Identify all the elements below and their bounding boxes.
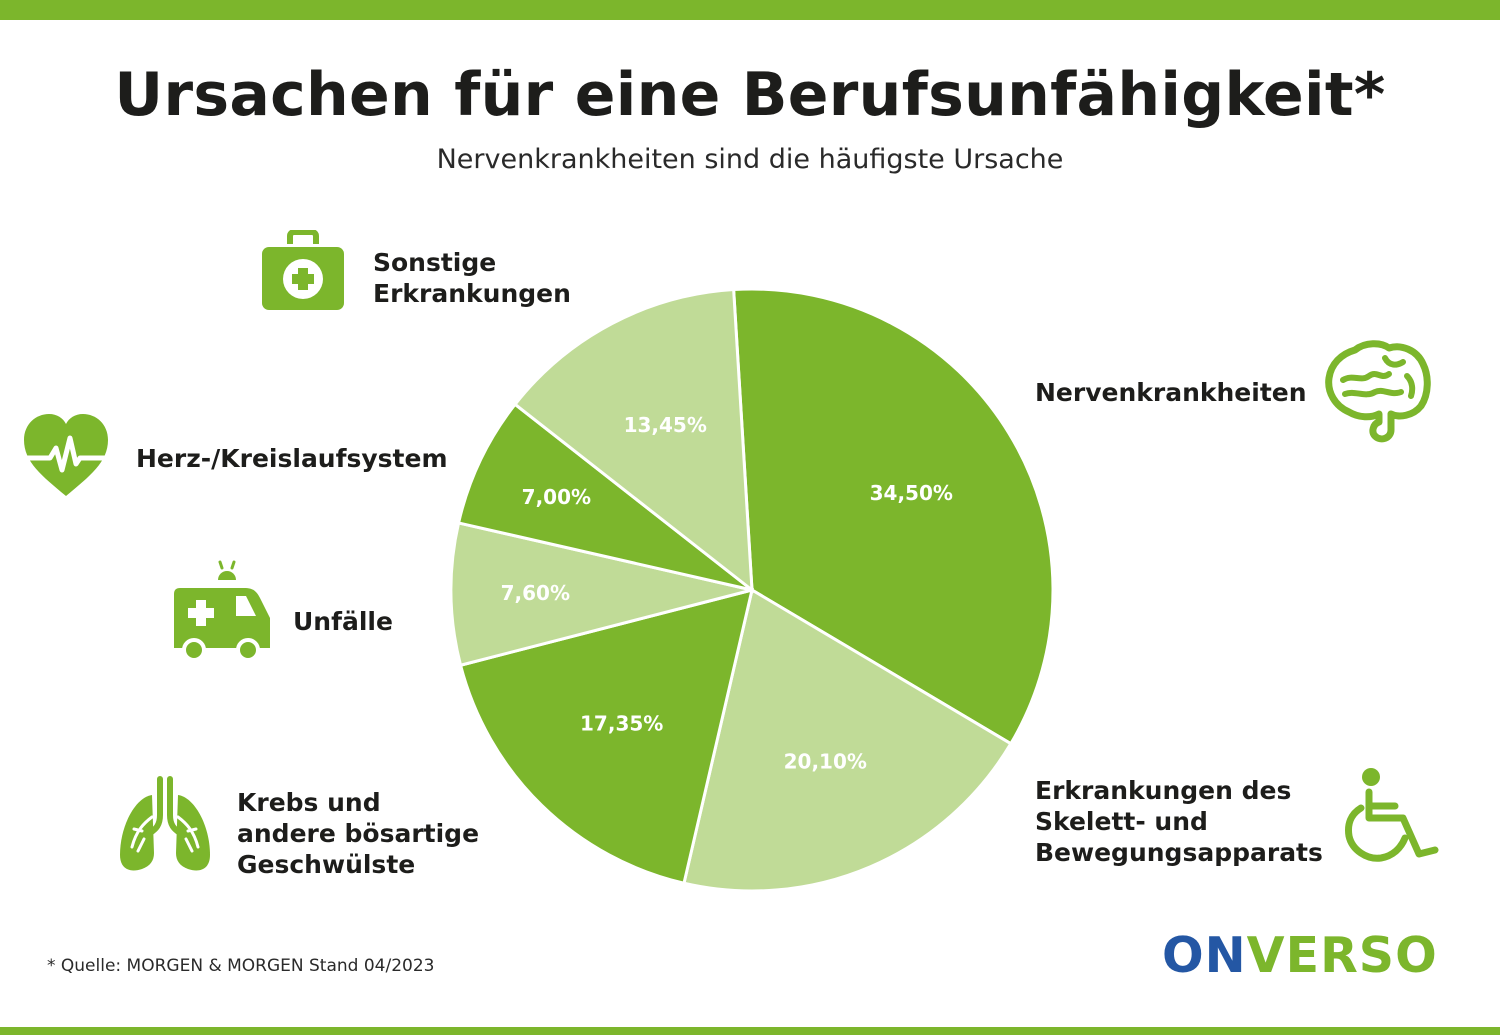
pie-slice-skelett (682, 587, 1013, 893)
ambulance-icon (174, 560, 270, 662)
label-krebs: Krebs und andere bösartige Geschwülste (237, 787, 479, 880)
bottom-accent-bar (0, 1027, 1500, 1035)
label-nerven-line-1: Nervenkrankheiten (1035, 378, 1307, 407)
pie-label-herz: 7,00% (522, 485, 591, 509)
lungs-icon (120, 776, 210, 871)
logo-part-verso: VERSO (1246, 927, 1438, 984)
label-skelett: Erkrankungen des Skelett- und Bewegungsa… (1035, 775, 1323, 868)
logo-part-on: ON (1162, 927, 1247, 984)
first-aid-kit-icon (262, 230, 344, 310)
chart-subtitle: Nervenkrankheiten sind die häufigste Urs… (436, 144, 1064, 175)
label-krebs-line-2: andere bösartige (237, 819, 480, 848)
brain-icon (1325, 340, 1431, 443)
pie-slice-nerven (732, 287, 1055, 746)
label-sonstige-line-1: Sonstige (373, 248, 497, 277)
pie-slice-sonstige (512, 287, 754, 594)
pie-label-nerven: 34,50% (870, 481, 953, 505)
source-note: * Quelle: MORGEN & MORGEN Stand 04/2023 (47, 956, 435, 976)
label-sonstige: Sonstige Erkrankungen (373, 247, 571, 309)
pie-slice-unfaelle (449, 521, 753, 668)
label-unfaelle: Unfälle (293, 606, 393, 637)
pie-label-unfaelle: 7,60% (501, 581, 570, 605)
label-krebs-line-1: Krebs und (237, 788, 381, 817)
label-unfaelle-line-1: Unfälle (293, 607, 393, 636)
onverso-logo[interactable]: ONVERSO (1162, 927, 1438, 984)
pie-label-krebs: 17,35% (580, 712, 663, 736)
pie-slice-krebs (458, 587, 755, 886)
label-sonstige-line-2: Erkrankungen (373, 279, 571, 308)
chart-title: Ursachen für eine Berufsunfähigkeit* (114, 60, 1386, 130)
label-skelett-line-2: Skelett- und (1035, 807, 1208, 836)
pie-label-sonstige: 13,45% (624, 413, 707, 437)
label-krebs-line-3: Geschwülste (237, 850, 416, 879)
label-herz-line-1: Herz-/Kreislaufsystem (136, 444, 448, 473)
top-accent-bar (0, 0, 1500, 20)
pie-label-skelett: 20,10% (784, 750, 867, 774)
heart-pulse-icon (22, 414, 110, 496)
label-herz: Herz-/Kreislaufsystem (136, 443, 448, 474)
pie-slice-herz (456, 402, 753, 592)
wheelchair-icon (1345, 768, 1439, 862)
label-skelett-line-1: Erkrankungen des (1035, 776, 1292, 805)
label-skelett-line-3: Bewegungsapparats (1035, 838, 1323, 867)
label-nerven: Nervenkrankheiten (1035, 377, 1307, 408)
